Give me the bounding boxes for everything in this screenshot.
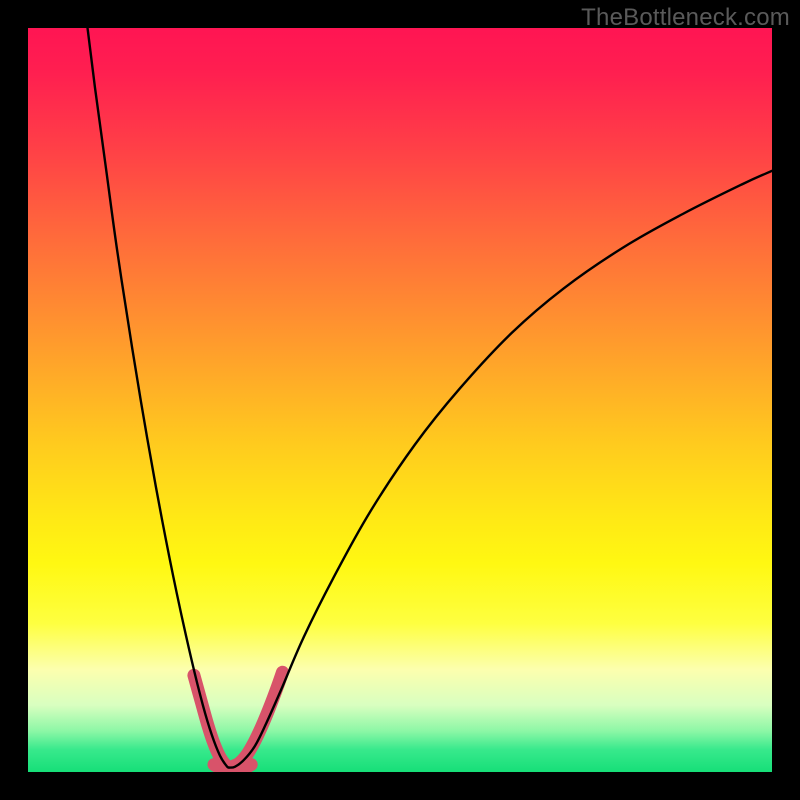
v-curve-chart (0, 0, 800, 800)
chart-container: TheBottleneck.com (0, 0, 800, 800)
watermark-text: TheBottleneck.com (581, 4, 790, 32)
